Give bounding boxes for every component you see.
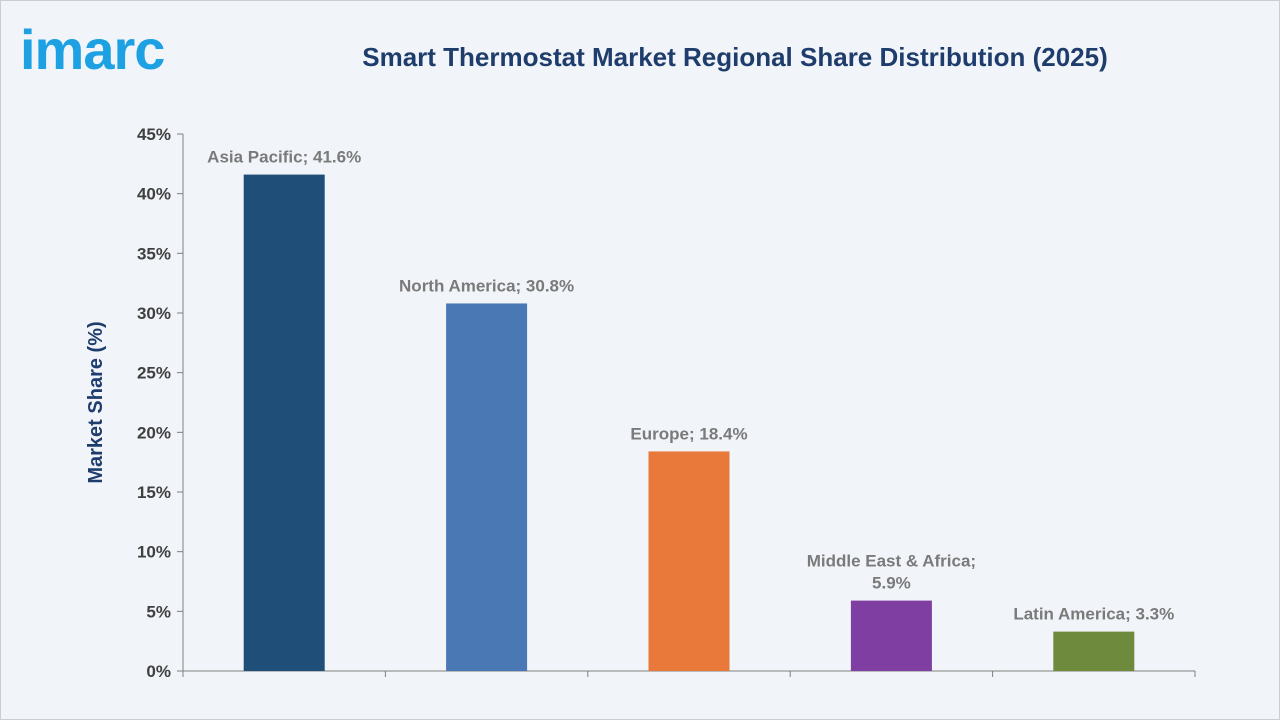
bar-latin-america — [1053, 631, 1135, 671]
data-label: Asia Pacific; 41.6% — [207, 148, 361, 167]
data-label: Latin America; 3.3% — [1013, 605, 1174, 624]
y-tick-label: 20% — [137, 423, 171, 442]
y-tick-label: 15% — [137, 483, 171, 502]
chart-title: Smart Thermostat Market Regional Share D… — [362, 42, 1108, 72]
data-label: Middle East & Africa; 5.9% — [807, 552, 976, 593]
bar-middle-east-africa — [850, 600, 932, 671]
y-tick-label: 0% — [146, 662, 171, 681]
data-label: Europe; 18.4% — [630, 424, 747, 443]
y-tick-label: 30% — [137, 304, 171, 323]
data-label: North America; 30.8% — [399, 276, 574, 295]
y-tick-label: 40% — [137, 185, 171, 204]
bar-europe — [648, 451, 730, 671]
imarc-logo: imarc — [20, 18, 165, 81]
y-tick-label: 10% — [137, 543, 171, 562]
y-tick-label: 25% — [137, 364, 171, 383]
y-axis-title: Market Share (%) — [85, 321, 107, 483]
bar-north-america — [446, 303, 528, 671]
bar-asia-pacific — [243, 174, 325, 671]
y-tick-label: 5% — [146, 602, 171, 621]
y-tick-label: 35% — [137, 244, 171, 263]
y-tick-label: 45% — [137, 125, 171, 144]
